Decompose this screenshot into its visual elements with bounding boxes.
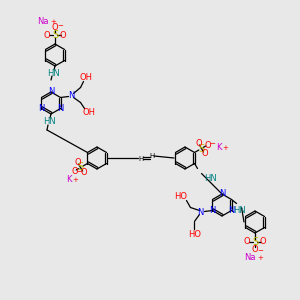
Text: O: O: [195, 139, 202, 148]
Text: N: N: [48, 88, 54, 97]
Text: HO: HO: [174, 192, 187, 201]
Text: H: H: [138, 156, 144, 162]
Text: Na: Na: [244, 254, 256, 262]
Text: −: −: [76, 169, 82, 175]
Text: HN: HN: [43, 118, 56, 127]
Text: HN: HN: [46, 68, 59, 77]
Text: +: +: [73, 177, 78, 183]
Text: O: O: [80, 168, 87, 177]
Text: O: O: [252, 245, 258, 254]
Text: HN: HN: [204, 174, 217, 183]
Text: N: N: [68, 91, 75, 100]
Text: O: O: [244, 238, 250, 247]
Text: N: N: [209, 206, 216, 215]
Text: O: O: [71, 167, 78, 176]
Text: O: O: [44, 31, 50, 40]
Text: N: N: [38, 104, 45, 113]
Text: OH: OH: [82, 108, 95, 117]
Text: HN: HN: [233, 206, 246, 215]
Text: N: N: [197, 208, 204, 217]
Text: Na: Na: [37, 17, 49, 26]
Text: +: +: [223, 145, 229, 151]
Text: S: S: [77, 163, 84, 172]
Text: −: −: [57, 23, 63, 29]
Text: O: O: [201, 149, 208, 158]
Text: O: O: [74, 158, 81, 167]
Text: S: S: [52, 30, 58, 40]
Text: K: K: [66, 176, 71, 184]
Text: N: N: [228, 206, 235, 215]
Text: N: N: [57, 104, 64, 113]
Text: O: O: [52, 22, 58, 32]
Text: HO: HO: [188, 230, 201, 239]
Text: O: O: [204, 140, 211, 149]
Text: S: S: [252, 237, 258, 247]
Text: +: +: [257, 255, 263, 261]
Text: O: O: [60, 31, 66, 40]
Text: O: O: [260, 238, 266, 247]
Text: OH: OH: [79, 73, 92, 82]
Text: +: +: [50, 19, 56, 25]
Text: S: S: [198, 143, 205, 154]
Text: K: K: [216, 143, 221, 152]
Text: −: −: [257, 248, 263, 254]
Text: H: H: [149, 153, 154, 159]
Text: −: −: [210, 141, 215, 147]
Text: N: N: [219, 190, 225, 199]
